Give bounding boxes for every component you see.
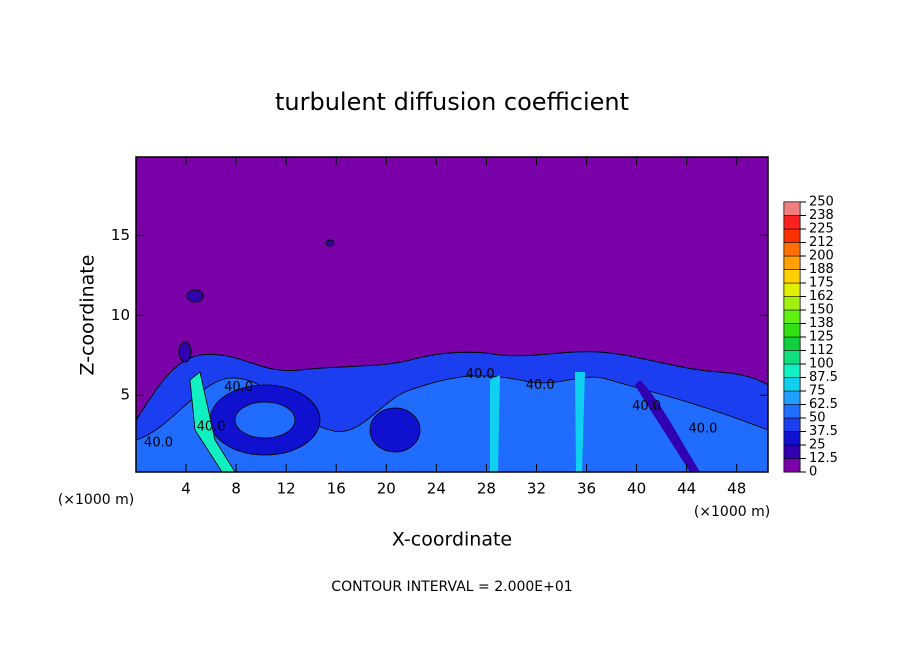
- field: [136, 239, 768, 472]
- y-tick-label: 5: [120, 386, 130, 404]
- x-tick-label: 24: [427, 480, 446, 498]
- colorbar-label: 238: [809, 208, 834, 223]
- contour-label: 40.0: [197, 420, 226, 435]
- colorbar-cell: [783, 296, 801, 311]
- colorbar-cell: [783, 458, 801, 473]
- colorbar-cell: [783, 404, 801, 419]
- colorbar-cell: [783, 323, 801, 338]
- contour-label: 40.0: [144, 436, 173, 451]
- x-axis-label: X-coordinate: [392, 529, 512, 551]
- x-tick-label: 40: [627, 480, 646, 498]
- colorbar-label: 138: [809, 316, 834, 331]
- colorbar-label: 12.5: [809, 451, 838, 466]
- colorbar-label: 112: [809, 343, 834, 358]
- colorbar-cell: [783, 431, 801, 446]
- x-tick-label: 16: [327, 480, 346, 498]
- x-tick-label: 8: [231, 480, 241, 498]
- colorbar-label: 162: [809, 289, 834, 304]
- colorbar-label: 0: [809, 465, 817, 480]
- contour-label: 40.0: [632, 399, 661, 414]
- y-axis-label: Z-coordinate: [77, 255, 99, 376]
- x-unit: (×1000 m): [58, 492, 134, 508]
- colorbar-label: 225: [809, 222, 834, 237]
- colorbar-cell: [783, 269, 801, 284]
- colorbar-cell: [783, 444, 801, 459]
- colorbar-cell: [783, 215, 801, 230]
- colorbar-cell: [783, 390, 801, 405]
- colorbar-label: 100: [809, 357, 834, 372]
- colorbar-cell: [783, 201, 801, 216]
- x-tick-label: 28: [477, 480, 496, 498]
- colorbar-cell: [783, 363, 801, 378]
- colorbar-label: 212: [809, 235, 834, 250]
- colorbar-label: 62.5: [809, 397, 838, 412]
- colorbar-cell: [783, 350, 801, 365]
- colorbar-label: 200: [809, 249, 834, 264]
- colorbar-label: 175: [809, 276, 834, 291]
- x-tick-label: 12: [277, 480, 296, 498]
- chart-title: turbulent diffusion coefficient: [275, 88, 629, 116]
- colorbar-label: 87.5: [809, 370, 838, 385]
- colorbar-label: 150: [809, 303, 834, 318]
- colorbar-label: 188: [809, 262, 834, 277]
- x-tick-label: 4: [181, 480, 191, 498]
- footer: CONTOUR INTERVAL = 2.000E+01: [331, 579, 572, 595]
- contour-label: 40.0: [224, 380, 253, 395]
- contour-label: 40.0: [688, 421, 717, 436]
- colorbar-label: 25: [809, 438, 826, 453]
- colorbar-cell: [783, 309, 801, 324]
- colorbar-label: 125: [809, 330, 834, 345]
- contour-label: 40.0: [466, 367, 495, 382]
- colorbar-cell: [783, 255, 801, 270]
- x-tick-label: 36: [577, 480, 596, 498]
- plot-frame: [135, 156, 769, 473]
- colorbar-cell: [783, 336, 801, 351]
- x-unit: (×1000 m): [694, 504, 770, 520]
- colorbar-cell: [783, 417, 801, 432]
- x-tick-label: 20: [377, 480, 396, 498]
- x-tick-label: 32: [527, 480, 546, 498]
- colorbar-cell: [783, 242, 801, 257]
- colorbar-label: 50: [809, 411, 826, 426]
- colorbar-label: 75: [809, 384, 826, 399]
- y-tick-label: 15: [111, 226, 130, 244]
- colorbar-label: 250: [809, 195, 834, 210]
- colorbar-cell: [783, 282, 801, 297]
- y-tick-label: 10: [111, 306, 130, 324]
- colorbar-label: 37.5: [809, 424, 838, 439]
- colorbar-cell: [783, 228, 801, 243]
- x-tick-label: 48: [727, 480, 746, 498]
- x-tick-label: 44: [677, 480, 696, 498]
- contour-label: 40.0: [526, 378, 555, 393]
- colorbar-cell: [783, 377, 801, 392]
